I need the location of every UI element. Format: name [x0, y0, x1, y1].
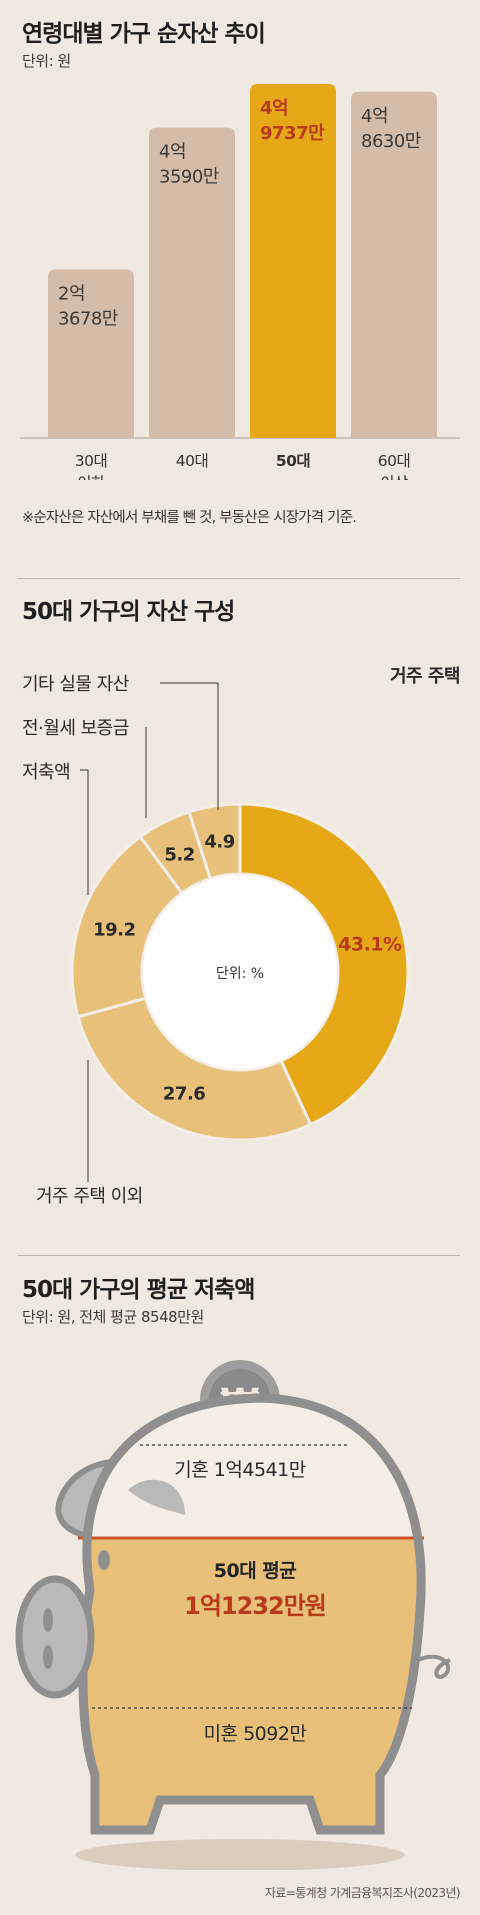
bar-category-label-2: 50대: [276, 452, 310, 470]
donut-value-label-1: 27.6: [163, 1084, 205, 1105]
networth-footnote: ※순자산은 자산에서 부채를 뺀 것, 부동산은 시장가격 기준.: [22, 510, 357, 526]
bar-value-label-3: 4억 8630만: [361, 106, 421, 152]
bar-3: [351, 91, 437, 439]
donut-value-label-2: 19.2: [93, 920, 135, 941]
bar-value-label-1: 4억 3590만: [159, 142, 219, 188]
savings-unit: 단위: 원, 전체 평균 8548만원: [22, 1308, 204, 1326]
donut-category-label-0: 거주 주택: [390, 666, 460, 687]
donut-slice-0: [238, 802, 410, 1127]
donut-category-label-1: 거주 주택 이외: [36, 1186, 143, 1207]
donut-center-unit: 단위: %: [216, 966, 264, 982]
bar-chart-unit: 단위: 원: [22, 52, 71, 70]
section-divider: [18, 1255, 460, 1256]
bar-category-label-1: 40대: [176, 452, 208, 470]
donut-leader-line-4: [160, 682, 219, 810]
donut-value-label-4: 4.9: [204, 832, 234, 853]
bar-value-label-2: 4억 9737만: [260, 98, 325, 144]
piggy-tail: [417, 1654, 451, 1679]
donut-category-label-2: 저축액: [22, 762, 70, 783]
piggy-shadow: [75, 1839, 405, 1870]
piggy-snout: [15, 1575, 95, 1699]
savings-title: 50대 가구의 평균 저축액: [22, 1277, 255, 1303]
donut-category-label-3: 전·월세 보증금: [22, 718, 129, 739]
bar-value-label-0: 2억 3678만: [58, 283, 118, 329]
piggy-ear-front: [128, 1479, 185, 1515]
section-divider: [18, 578, 460, 579]
bar-category-label-0: 30대이하: [75, 452, 107, 480]
donut-slice-1: [76, 996, 313, 1142]
donut-slice-4: [187, 802, 242, 881]
average-label: 50대 평균: [214, 1560, 297, 1582]
savings-fill: [83, 1538, 422, 1830]
single-label: 미혼 5092만: [204, 1723, 307, 1745]
donut-chart-title: 50대 가구의 자산 구성: [22, 599, 235, 625]
bar-2: [250, 83, 336, 438]
piggy-eye: [98, 1550, 110, 1570]
donut-value-label-3: 5.2: [164, 844, 194, 865]
donut-value-label-0: 43.1%: [338, 933, 402, 955]
bar-chart-title: 연령대별 가구 순자산 추이: [22, 21, 266, 47]
bar-category-label-3: 60대이상: [378, 452, 410, 480]
bar-1: [149, 127, 235, 439]
piggy-bank-illustration: ₩ 기혼 1억4541만 50대 평균 1억1232만원 미혼 5092만: [15, 1360, 451, 1870]
data-source: 자료=통계청 가계금융복지조사(2023년): [264, 1886, 461, 1900]
bar-0: [48, 269, 134, 438]
donut-category-label-4: 기타 실물 자산: [22, 674, 129, 695]
donut-leader-line-2: [80, 769, 89, 895]
average-value: 1억1232만원: [184, 1592, 326, 1620]
donut-hole: [143, 875, 337, 1069]
married-label: 기혼 1억4541만: [174, 1459, 305, 1481]
